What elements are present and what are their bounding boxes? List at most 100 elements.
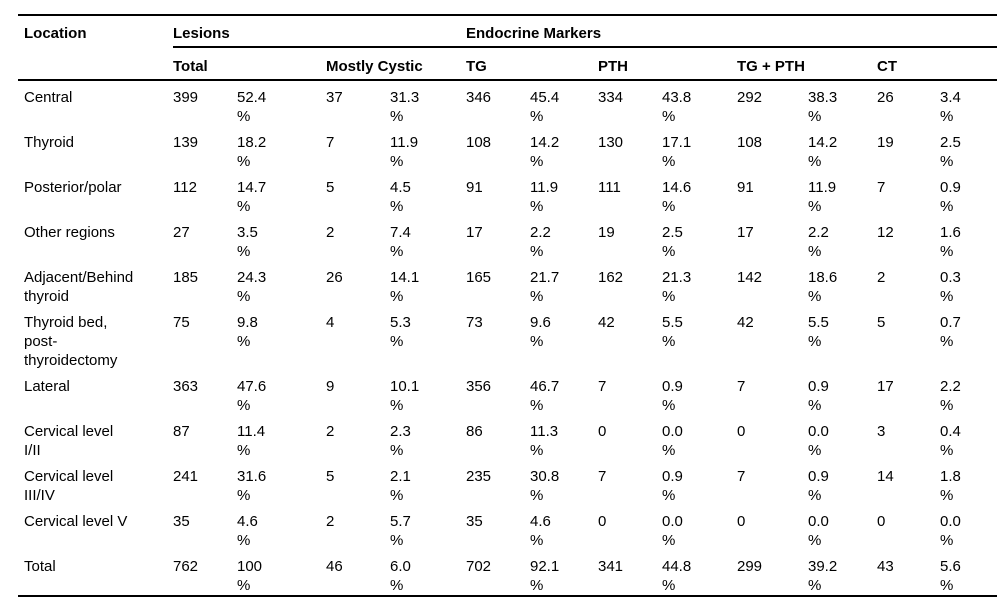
percent-cell: 5.3% [390, 306, 466, 370]
percent-cell: 24.3% [237, 261, 326, 306]
count-cell: 165 [466, 269, 492, 286]
table-row: Adjacent/Behind thyroid 185 24.3% 26 14.1% 16… [18, 261, 997, 306]
column-header-ct: CT [877, 47, 998, 81]
percent-value: 14.6 [662, 179, 692, 196]
table-row: Thyroid bed, post- thyroidectomy 75 9.8% 4 5… [18, 306, 997, 370]
percent-sign: % [390, 243, 404, 260]
row-label: Central [24, 89, 73, 106]
percent-cell: 30.8% [530, 460, 598, 505]
percent-cell: 0.9% [808, 370, 877, 415]
percent-cell: 38.3% [808, 80, 877, 126]
percent-cell: 5.5% [808, 306, 877, 370]
percent-cell: 11.3% [530, 415, 598, 460]
count-cell: 42 [737, 314, 754, 331]
percent-value: 1.6 [940, 224, 961, 241]
count-cell: 334 [598, 89, 624, 106]
count-cell: 26 [877, 89, 894, 106]
count-cell: 292 [737, 89, 763, 106]
percent-value: 0.7 [940, 314, 961, 331]
percent-cell: 21.7% [530, 261, 598, 306]
row-label: Total [24, 558, 56, 575]
percent-cell: 4.5% [390, 171, 466, 216]
count-cell: 46 [326, 558, 343, 575]
percent-sign: % [808, 153, 822, 170]
percent-value: 0.9 [940, 179, 961, 196]
count-cell: 9 [326, 378, 335, 395]
percent-value: 0.9 [808, 468, 829, 485]
percent-sign: % [662, 243, 676, 260]
percent-value: 0.9 [662, 468, 683, 485]
percent-cell: 14.1% [390, 261, 466, 306]
percent-value: 11.9 [808, 179, 837, 196]
percent-cell: 2.2% [808, 216, 877, 261]
percent-sign: % [662, 487, 676, 504]
percent-sign: % [390, 397, 404, 414]
percent-sign: % [530, 333, 544, 350]
percent-value: 9.6 [530, 314, 551, 331]
percent-sign: % [808, 397, 822, 414]
percent-cell: 43.8% [662, 80, 737, 126]
percent-cell: 44.8% [662, 550, 737, 596]
count-cell: 7 [737, 378, 746, 395]
percent-cell: 9.6% [530, 306, 598, 370]
percent-value: 5.3 [390, 314, 411, 331]
count-cell: 702 [466, 558, 492, 575]
percent-cell: 14.6% [662, 171, 737, 216]
count-cell: 0 [737, 513, 746, 530]
count-cell: 19 [598, 224, 615, 241]
percent-sign: % [237, 288, 251, 305]
percent-cell: 39.2% [808, 550, 877, 596]
table-row: Central 399 52.4% 37 31.3% 346 45.4% 334 43.8% 29… [18, 80, 997, 126]
percent-value: 14.2 [530, 134, 560, 151]
count-cell: 27 [173, 224, 190, 241]
percent-sign: % [530, 397, 544, 414]
row-label: Adjacent/Behind thyroid [24, 269, 134, 305]
percent-sign: % [390, 333, 404, 350]
count-cell: 19 [877, 134, 894, 151]
count-cell: 26 [326, 269, 343, 286]
percent-value: 47.6 [237, 378, 267, 395]
percent-sign: % [237, 397, 251, 414]
row-label: Cervical level V [24, 513, 128, 530]
percent-cell: 0.9% [662, 460, 737, 505]
percent-value: 0.4 [940, 423, 961, 440]
percent-sign: % [237, 333, 251, 350]
percent-sign: % [662, 442, 676, 459]
count-cell: 112 [173, 179, 197, 196]
table-row: Posterior/polar 112 14.7% 5 4.5% 91 11.9% 111 14… [18, 171, 997, 216]
percent-cell: 17.1% [662, 126, 737, 171]
percent-sign: % [940, 288, 954, 305]
percent-sign: % [237, 577, 251, 594]
percent-value: 43.8 [662, 89, 692, 106]
percent-sign: % [237, 442, 251, 459]
percent-sign: % [662, 397, 676, 414]
percent-sign: % [808, 333, 822, 350]
percent-value: 0.9 [662, 378, 683, 395]
count-cell: 346 [466, 89, 492, 106]
percent-cell: 0.0% [662, 415, 737, 460]
percent-sign: % [662, 532, 676, 549]
table-row: Cervical level V 35 4.6% 2 5.7% 35 4.6% 0 0.0% 0 0… [18, 505, 997, 550]
percent-cell: 18.2% [237, 126, 326, 171]
percent-sign: % [237, 532, 251, 549]
percent-cell: 100% [237, 550, 326, 596]
percent-sign: % [237, 487, 251, 504]
percent-sign: % [940, 243, 954, 260]
count-cell: 5 [326, 468, 335, 485]
percent-value: 14.7 [237, 179, 267, 196]
count-cell: 341 [598, 558, 624, 575]
count-cell: 162 [598, 269, 624, 286]
percent-value: 21.3 [662, 269, 692, 286]
percent-value: 44.8 [662, 558, 692, 575]
percent-sign: % [390, 153, 404, 170]
percent-value: 31.3 [390, 89, 420, 106]
count-cell: 7 [737, 468, 746, 485]
percent-cell: 2.5% [662, 216, 737, 261]
percent-value: 0.0 [940, 513, 961, 530]
percent-cell: 3.4% [940, 80, 997, 126]
percent-value: 11.4 [237, 423, 266, 440]
percent-cell: 45.4% [530, 80, 598, 126]
percent-sign: % [237, 153, 251, 170]
percent-sign: % [530, 442, 544, 459]
percent-sign: % [390, 108, 404, 125]
